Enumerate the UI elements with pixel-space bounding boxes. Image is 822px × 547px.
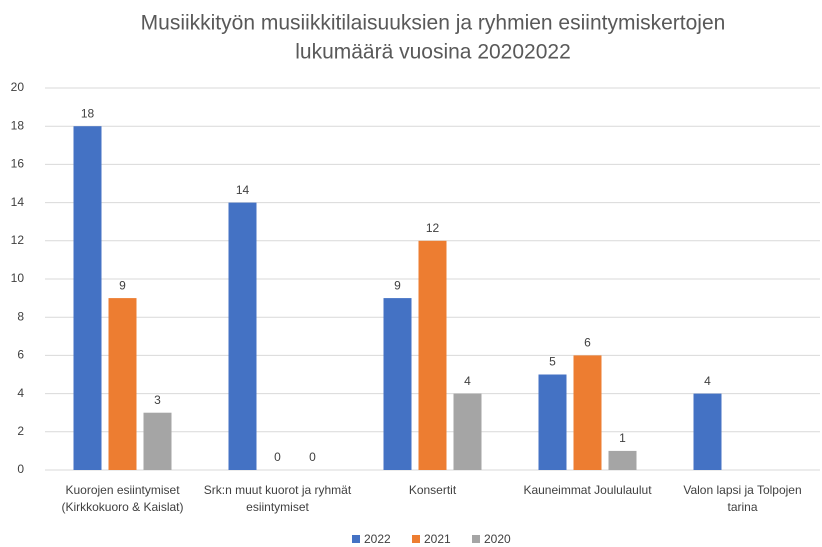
bar: [228, 202, 257, 470]
bar: [383, 298, 412, 470]
chart-title: Musiikkityön musiikkitilaisuuksien ja ry…: [141, 12, 726, 35]
legend-swatch: [472, 535, 480, 543]
data-label: 0: [309, 450, 316, 464]
bar: [143, 412, 172, 470]
data-label: 3: [154, 393, 161, 407]
x-tick-label: Kauneimmat Joululaulut: [523, 483, 652, 497]
legend-label: 2021: [424, 532, 451, 546]
bar: [608, 450, 637, 470]
bar: [453, 393, 482, 470]
data-label: 4: [704, 374, 711, 388]
bar: [418, 240, 447, 470]
y-tick-label: 16: [11, 157, 25, 171]
x-tick-label: Kuorojen esiintymiset (Kirkkokuoro & Kai…: [61, 483, 184, 514]
bar: [573, 355, 602, 470]
x-tick-label: Konsertit: [408, 483, 457, 497]
y-tick-label: 0: [17, 462, 24, 476]
chart-title: lukumäärä vuosina 20202022: [295, 41, 571, 64]
bar: [73, 126, 102, 470]
y-tick-label: 2: [17, 424, 24, 438]
bar: [693, 393, 722, 470]
legend-label: 2022: [364, 532, 391, 546]
y-tick-label: 14: [11, 195, 25, 209]
bar: [108, 298, 137, 470]
y-tick-label: 6: [17, 348, 24, 362]
data-label: 14: [236, 183, 250, 197]
y-tick-label: 20: [11, 80, 25, 94]
bar: [538, 374, 567, 470]
data-label: 18: [81, 106, 95, 120]
data-label: 1: [619, 431, 626, 445]
data-label: 9: [119, 278, 126, 292]
x-tick-label: Srk:n muut kuorot ja ryhmät esiintymiset: [203, 483, 352, 514]
legend-label: 2020: [484, 532, 511, 546]
data-label: 5: [549, 355, 556, 369]
legend-swatch: [412, 535, 420, 543]
data-label: 0: [274, 450, 281, 464]
y-tick-label: 10: [11, 271, 25, 285]
y-tick-label: 8: [17, 309, 24, 323]
data-label: 4: [464, 374, 471, 388]
x-tick-label: Valon lapsi ja Tolpojen tarina: [683, 483, 802, 514]
y-tick-label: 18: [11, 118, 25, 132]
y-tick-label: 12: [11, 233, 25, 247]
legend-swatch: [352, 535, 360, 543]
data-label: 6: [584, 336, 591, 350]
data-label: 9: [394, 278, 401, 292]
y-tick-label: 4: [17, 386, 24, 400]
data-label: 12: [426, 221, 440, 235]
